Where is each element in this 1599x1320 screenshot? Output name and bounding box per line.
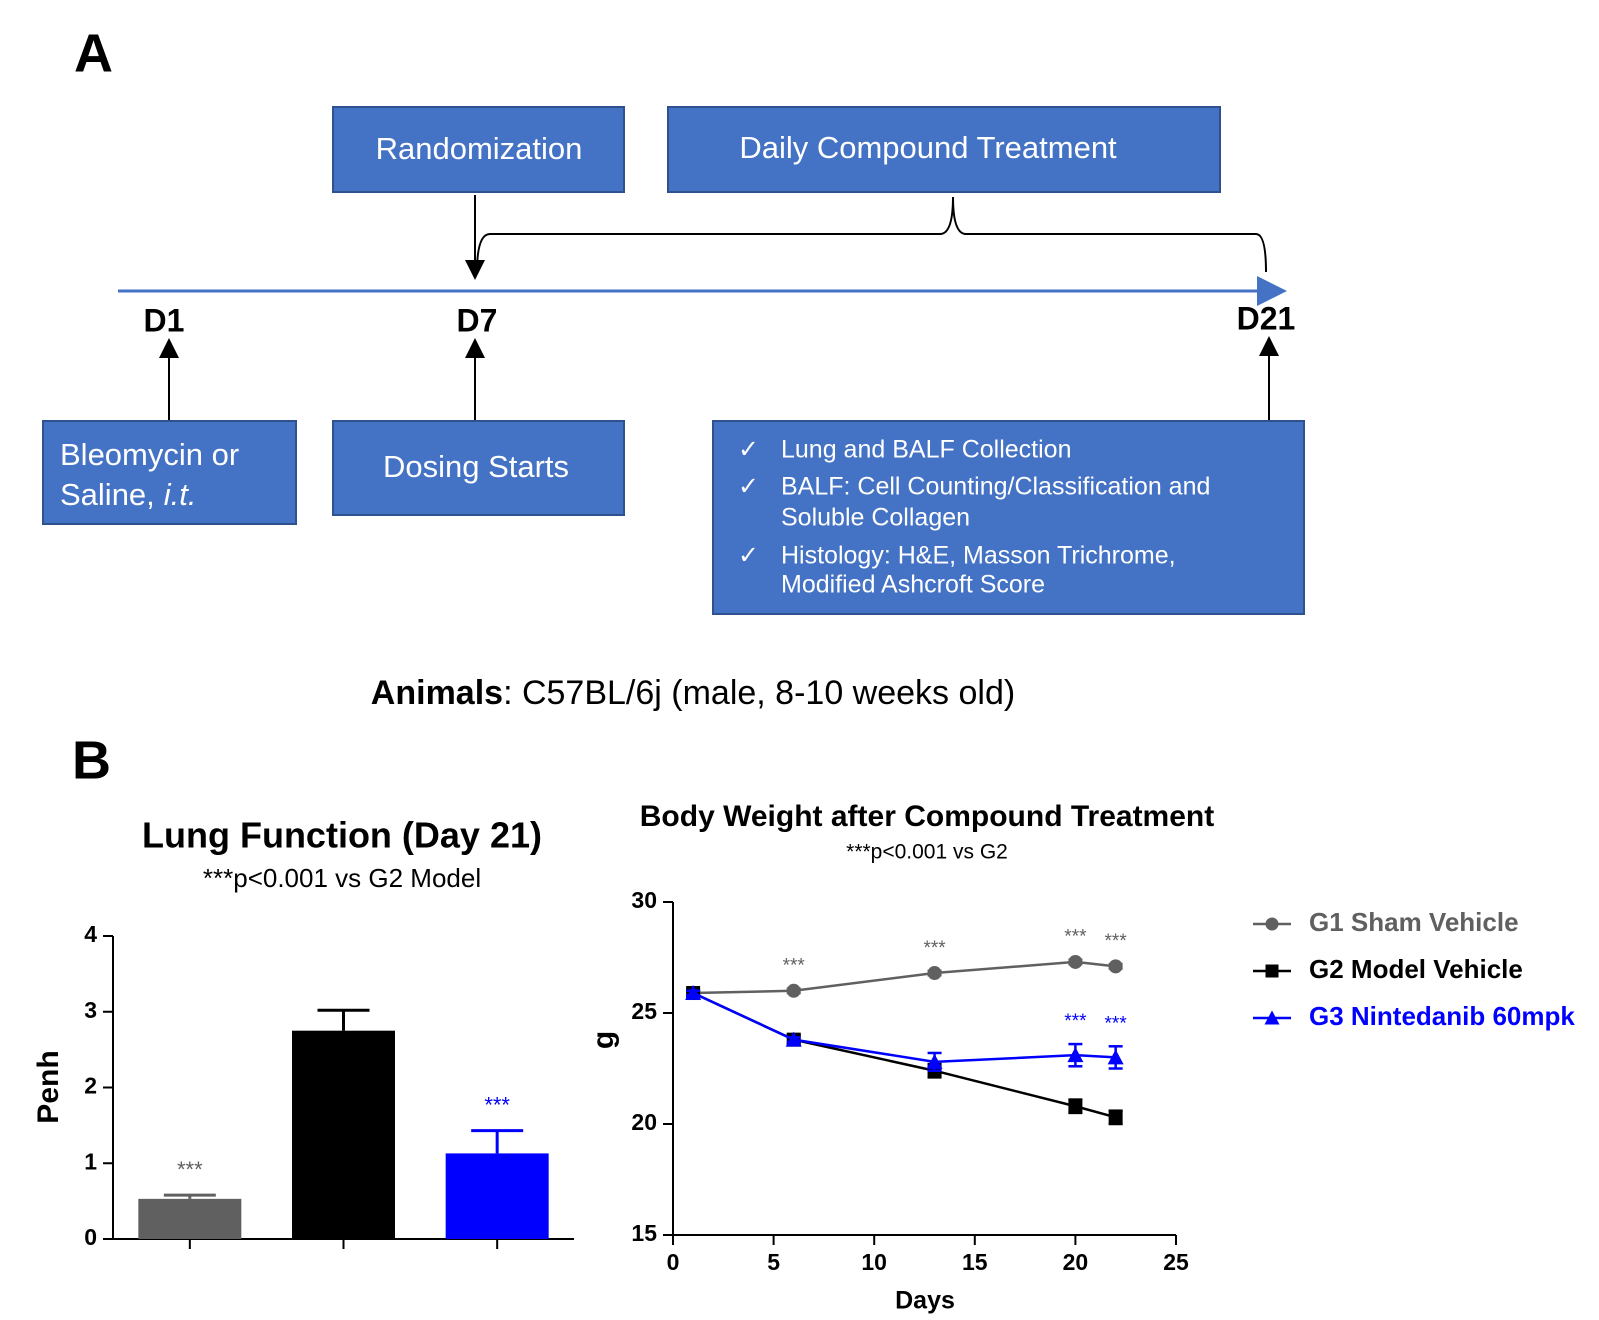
marker <box>1107 1049 1124 1065</box>
animals-label: Animals <box>371 674 503 712</box>
annotation: *** <box>1064 1011 1087 1032</box>
chart-subtitle: ***p<0.001 vs G2 <box>846 841 1008 864</box>
marker <box>1067 1047 1084 1063</box>
y-axis-label: Penh <box>32 1050 65 1123</box>
y-tick-label: 4 <box>84 921 97 947</box>
chart-subtitle: ***p<0.001 vs G2 Model <box>203 863 481 893</box>
checklist-item: Soluble Collagen <box>781 504 970 532</box>
brace <box>476 196 1267 273</box>
legend-entry: G3 Nintedanib 60mpk <box>1309 1001 1575 1031</box>
marker <box>1068 1099 1083 1114</box>
checklist-item: Modified Ashcroft Score <box>781 571 1045 599</box>
annotation: *** <box>1064 927 1087 948</box>
checklist-item: Lung and BALF Collection <box>781 436 1071 464</box>
box <box>332 420 625 516</box>
box-text: Randomization <box>376 131 583 166</box>
check-mark: ✓ <box>738 542 759 570</box>
marker <box>926 1053 943 1069</box>
box-text: Saline, <box>60 477 155 512</box>
check-mark: ✓ <box>738 473 759 501</box>
annotation: *** <box>177 1157 203 1182</box>
x-tick-label: 20 <box>1063 1249 1089 1275</box>
marker <box>786 983 801 998</box>
bar <box>445 1153 549 1239</box>
bar <box>138 1198 242 1239</box>
y-tick-label: 1 <box>84 1148 97 1174</box>
series-line <box>693 960 1116 995</box>
box-text: Saline, i.t. <box>60 477 197 512</box>
y-tick-label: 20 <box>631 1109 657 1135</box>
annotation: *** <box>1105 931 1128 952</box>
marker <box>685 985 702 1001</box>
checklist-item: Histology: H&E, Masson Trichrome, <box>781 542 1176 570</box>
y-tick-label: 15 <box>631 1220 657 1246</box>
y-tick-label: 25 <box>631 998 657 1024</box>
x-tick-label: 5 <box>767 1249 780 1275</box>
checklist: ✓ Lung and BALF Collection ✓ BALF: Cell Cou… <box>738 436 1210 599</box>
chart-title: Lung Function (Day 21) <box>142 815 542 856</box>
marker <box>1068 954 1083 969</box>
series-line <box>692 991 1116 1064</box>
marker <box>785 1031 802 1047</box>
box-text: Daily Compound Treatment <box>739 130 1117 165</box>
day-label: D21 <box>1237 300 1296 336</box>
box <box>667 106 1221 193</box>
annotation: *** <box>923 938 946 959</box>
x-axis-label: Days <box>895 1287 955 1315</box>
y-tick-label: 0 <box>84 1224 97 1250</box>
box-text-italic: i.t. <box>164 477 197 512</box>
checklist-item: BALF: Cell Counting/Classification and <box>781 473 1210 501</box>
box <box>332 106 625 193</box>
check-mark: ✓ <box>738 436 759 464</box>
marker <box>1108 959 1123 974</box>
x-tick-label: 0 <box>667 1249 680 1275</box>
box-text: Dosing Starts <box>383 449 569 484</box>
animals-text: Animals: C57BL/6j (male, 8-10 weeks old) <box>371 674 1015 712</box>
day-label: D1 <box>144 302 185 338</box>
bar <box>292 1030 395 1239</box>
chart-title: Body Weight after Compound Treatment <box>640 800 1214 833</box>
animals-detail: : C57BL/6j (male, 8-10 weeks old) <box>503 674 1015 712</box>
marker <box>927 966 942 981</box>
annotation: *** <box>783 956 806 977</box>
y-tick-label: 2 <box>84 1073 97 1099</box>
panel-label: A <box>74 23 113 83</box>
box-text: Bleomycin or <box>60 437 239 472</box>
legend-entry: G1 Sham Vehicle <box>1309 907 1519 937</box>
legend-entry: G2 Model Vehicle <box>1309 954 1523 984</box>
y-tick-label: 30 <box>631 887 657 913</box>
marker <box>1265 964 1279 978</box>
x-tick-label: 15 <box>962 1249 988 1275</box>
marker <box>1108 1110 1123 1125</box>
x-tick-label: 10 <box>861 1249 887 1275</box>
box <box>42 420 297 525</box>
day-label: D7 <box>457 302 498 338</box>
x-tick-label: 25 <box>1163 1249 1189 1275</box>
y-axis-label: g <box>587 1031 620 1049</box>
annotation: *** <box>1105 1013 1128 1034</box>
marker <box>1265 917 1279 931</box>
y-tick-label: 3 <box>84 997 97 1023</box>
panel-label: B <box>72 730 111 790</box>
box <box>712 420 1305 615</box>
annotation: *** <box>484 1092 510 1117</box>
marker <box>1264 1010 1280 1025</box>
